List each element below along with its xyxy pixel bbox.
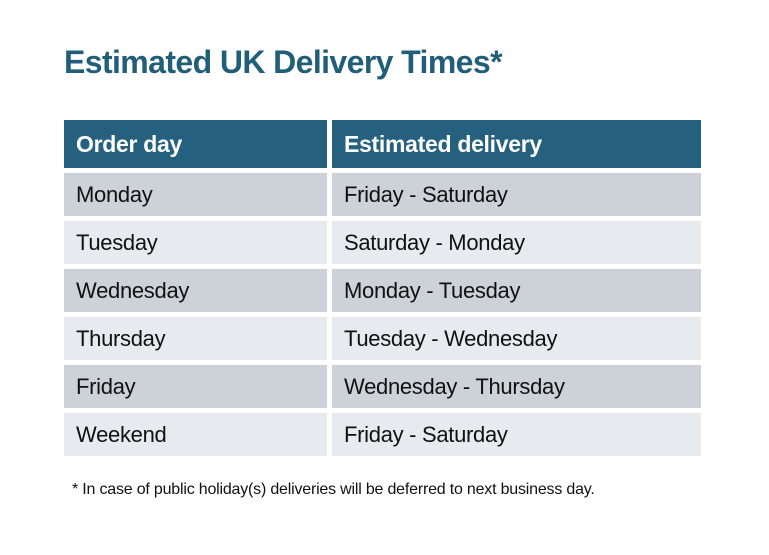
table-cell-order-day: Thursday: [64, 317, 327, 360]
table-cell-order-day: Wednesday: [64, 269, 327, 312]
table-cell-estimated-delivery: Monday - Tuesday: [332, 269, 701, 312]
table-cell-order-day: Monday: [64, 173, 327, 216]
table-cell-estimated-delivery: Saturday - Monday: [332, 221, 701, 264]
column-header-order-day: Order day: [64, 120, 327, 168]
table-cell-estimated-delivery: Friday - Saturday: [332, 173, 701, 216]
table-cell-estimated-delivery: Tuesday - Wednesday: [332, 317, 701, 360]
delivery-times-table: Order day Estimated delivery Monday Frid…: [64, 120, 701, 456]
table-cell-order-day: Tuesday: [64, 221, 327, 264]
page-title: Estimated UK Delivery Times*: [64, 44, 503, 80]
table-cell-estimated-delivery: Friday - Saturday: [332, 413, 701, 456]
public-holiday-footnote: * In case of public holiday(s) deliverie…: [72, 481, 595, 498]
table-cell-order-day: Weekend: [64, 413, 327, 456]
table-cell-order-day: Friday: [64, 365, 327, 408]
table-cell-estimated-delivery: Wednesday - Thursday: [332, 365, 701, 408]
column-header-estimated-delivery: Estimated delivery: [332, 120, 701, 168]
